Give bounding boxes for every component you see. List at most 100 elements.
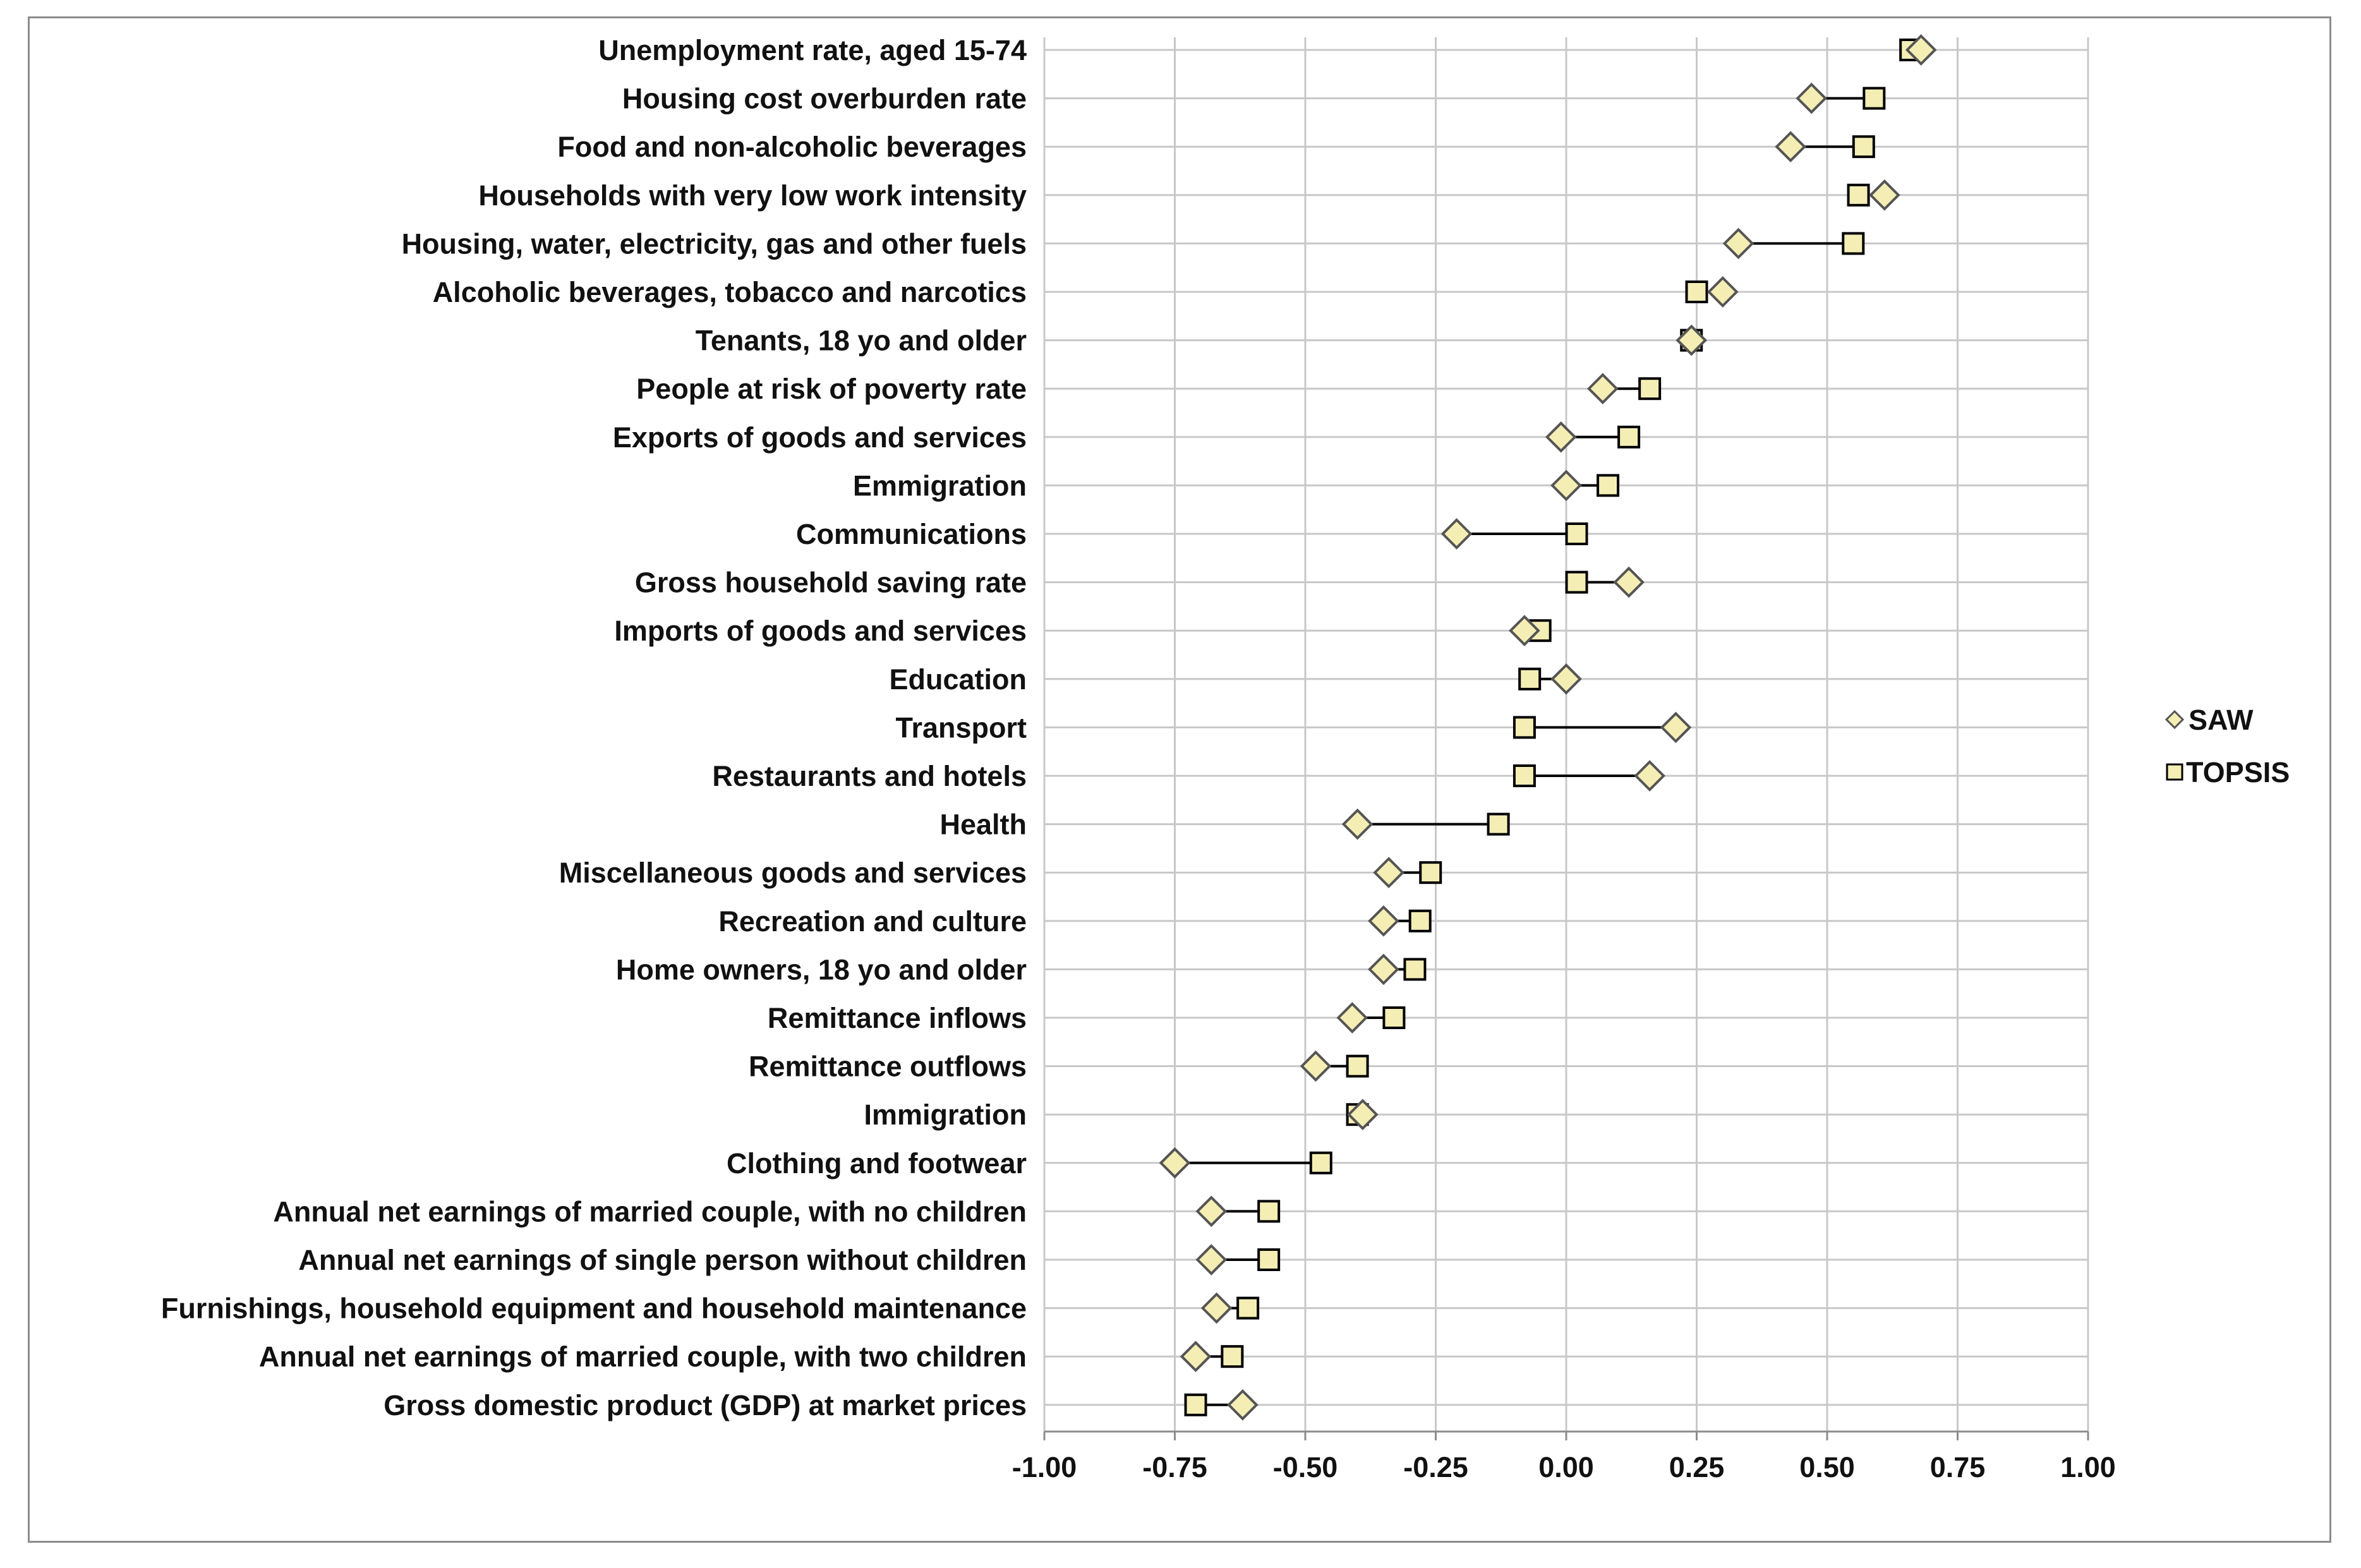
topsis-point bbox=[1419, 861, 1442, 884]
category-label: Immigration bbox=[864, 1099, 1027, 1131]
saw-point bbox=[1706, 276, 1739, 308]
saw-point bbox=[1341, 808, 1374, 840]
category-label: Housing, water, electricity, gas and oth… bbox=[402, 227, 1027, 260]
category-label: Communications bbox=[796, 518, 1027, 550]
category-label: Exports of goods and services bbox=[613, 421, 1027, 454]
x-tick-label: -0.75 bbox=[1142, 1451, 1207, 1483]
saw-point bbox=[1796, 82, 1828, 114]
category-label: Furnishings, household equipment and hou… bbox=[161, 1293, 1027, 1325]
topsis-point bbox=[1597, 474, 1620, 497]
category-label: Alcoholic beverages, tobacco and narcoti… bbox=[433, 276, 1027, 308]
category-label: Miscellaneous goods and services bbox=[559, 857, 1027, 889]
saw-point bbox=[1586, 373, 1619, 405]
saw-point bbox=[1227, 1389, 1259, 1421]
x-tick-label: 1.00 bbox=[2060, 1451, 2116, 1483]
topsis-point bbox=[1408, 909, 1432, 932]
topsis-point bbox=[1852, 135, 1875, 159]
topsis-point bbox=[1565, 522, 1588, 545]
category-label: Gross domestic product (GDP) at market p… bbox=[383, 1389, 1027, 1421]
category-label: Health bbox=[939, 809, 1027, 841]
saw-point bbox=[1300, 1050, 1332, 1082]
legend-topsis-marker bbox=[2166, 763, 2183, 781]
saw-point bbox=[1660, 711, 1692, 744]
x-tick-label: -0.25 bbox=[1403, 1451, 1468, 1483]
category-label: Imports of goods and services bbox=[614, 615, 1027, 647]
topsis-point bbox=[1382, 1006, 1406, 1029]
saw-point bbox=[1195, 1244, 1228, 1276]
category-label: Restaurants and hotels bbox=[712, 760, 1027, 792]
legend: SAW TOPSIS bbox=[2165, 704, 2290, 788]
x-tick-label: 0.75 bbox=[1930, 1451, 1986, 1483]
saw-point bbox=[1676, 324, 1708, 356]
grid-lines bbox=[1043, 37, 2089, 1440]
category-label: Unemployment rate, aged 15-74 bbox=[598, 34, 1027, 66]
category-label: Housing cost overburden rate bbox=[622, 83, 1027, 115]
category-label: Remittance outflows bbox=[749, 1051, 1027, 1083]
topsis-point bbox=[1346, 1054, 1369, 1078]
legend-topsis-label: TOPSIS bbox=[2186, 756, 2290, 788]
topsis-point bbox=[1257, 1200, 1281, 1223]
saw-point bbox=[1440, 518, 1473, 550]
saw-point bbox=[1368, 905, 1399, 937]
category-label: Annual net earnings of married couple, w… bbox=[273, 1195, 1027, 1227]
x-tick-label: 0.50 bbox=[1799, 1451, 1855, 1483]
topsis-point bbox=[1513, 716, 1536, 739]
saw-point bbox=[1550, 469, 1582, 502]
topsis-point bbox=[1863, 87, 1886, 110]
legend-saw-label: SAW bbox=[2189, 704, 2254, 736]
category-label: Clothing and footwear bbox=[727, 1147, 1027, 1179]
saw-point bbox=[1775, 131, 1807, 163]
x-tick-label: 0.00 bbox=[1538, 1451, 1594, 1483]
topsis-point bbox=[1309, 1151, 1332, 1174]
range-chart: Unemployment rate, aged 15-74 Housing cos… bbox=[161, 34, 2290, 1483]
topsis-point bbox=[1236, 1296, 1260, 1320]
category-label: Annual net earnings of single person wit… bbox=[298, 1244, 1027, 1276]
saw-point bbox=[1336, 1002, 1368, 1034]
category-labels: Unemployment rate, aged 15-74 Housing cos… bbox=[161, 34, 1027, 1421]
topsis-point bbox=[1685, 280, 1708, 303]
category-label: Remittance inflows bbox=[768, 1002, 1027, 1034]
category-label: Home owners, 18 yo and older bbox=[616, 953, 1027, 986]
saw-point bbox=[1722, 227, 1754, 260]
topsis-point bbox=[1221, 1345, 1244, 1368]
saw-point bbox=[1180, 1341, 1212, 1373]
category-label: Tenants, 18 yo and older bbox=[696, 325, 1027, 357]
topsis-point bbox=[1565, 570, 1588, 594]
topsis-point bbox=[1257, 1248, 1281, 1271]
topsis-point bbox=[1638, 377, 1662, 401]
saw-point bbox=[1634, 760, 1665, 792]
topsis-point bbox=[1617, 425, 1641, 449]
category-label: Households with very low work intensity bbox=[478, 179, 1027, 212]
topsis-point bbox=[1518, 667, 1542, 691]
category-label: Annual net earnings of married couple, w… bbox=[259, 1341, 1027, 1373]
topsis-point bbox=[1842, 232, 1865, 255]
category-label: Emmigration bbox=[853, 469, 1027, 502]
saw-point bbox=[1545, 421, 1577, 453]
topsis-point bbox=[1487, 812, 1510, 836]
chart-frame: Unemployment rate, aged 15-74 Housing cos… bbox=[28, 16, 2331, 1543]
category-label: Gross household saving rate bbox=[635, 567, 1027, 599]
saw-point bbox=[1195, 1195, 1228, 1227]
category-label: Food and non-alcoholic beverages bbox=[557, 131, 1027, 163]
saw-point bbox=[1373, 857, 1404, 889]
saw-point bbox=[1368, 953, 1399, 986]
saw-point bbox=[1200, 1292, 1233, 1324]
topsis-point bbox=[1403, 958, 1427, 981]
topsis-point bbox=[1513, 764, 1536, 787]
saw-point bbox=[1550, 663, 1582, 695]
saw-point bbox=[1159, 1147, 1191, 1179]
topsis-point bbox=[1184, 1393, 1207, 1416]
category-label: Recreation and culture bbox=[718, 905, 1027, 938]
saw-point bbox=[1347, 1099, 1379, 1131]
x-tick-label: -0.50 bbox=[1273, 1451, 1338, 1483]
x-tick-label: -1.00 bbox=[1012, 1451, 1077, 1483]
category-label: People at risk of poverty rate bbox=[636, 373, 1027, 405]
data-markers bbox=[1159, 34, 1937, 1421]
x-axis-tick-labels: -1.00 -0.75 -0.50 -0.25 0.00 0.25 0.50 0.75 1.00 bbox=[1012, 1451, 2116, 1483]
legend-saw-marker bbox=[2165, 709, 2185, 730]
saw-point bbox=[1869, 179, 1900, 211]
topsis-point bbox=[1847, 183, 1870, 207]
saw-point bbox=[1509, 615, 1540, 647]
category-label: Transport bbox=[895, 711, 1027, 744]
saw-point bbox=[1613, 566, 1645, 598]
